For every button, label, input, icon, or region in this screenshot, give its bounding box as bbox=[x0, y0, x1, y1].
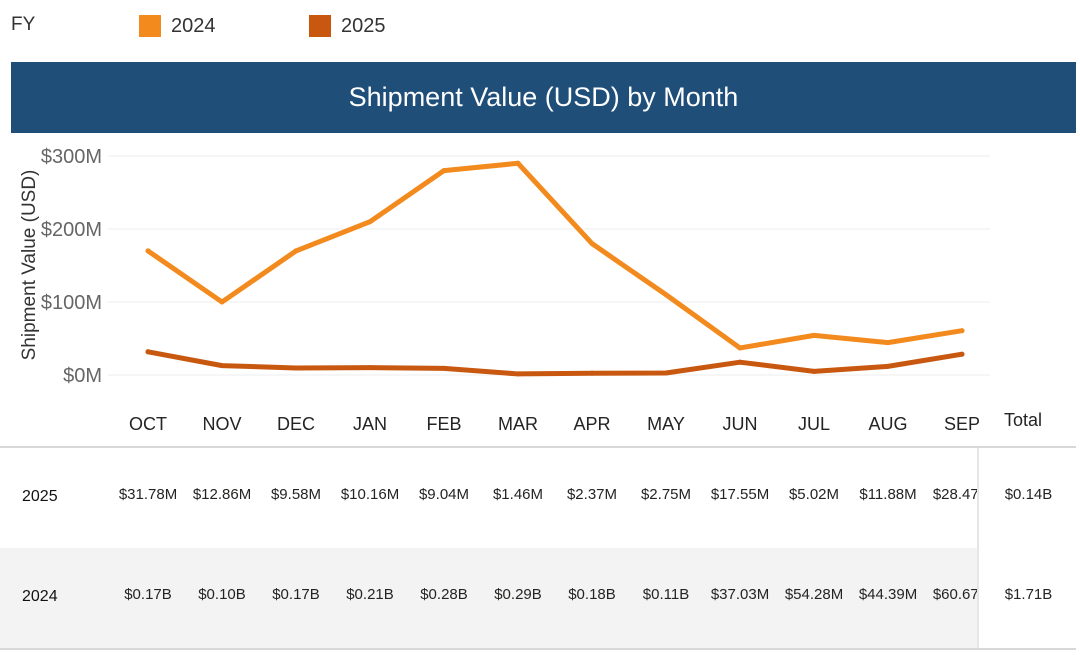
table-cell: $31.78M bbox=[118, 486, 178, 503]
data-point-2025-OCT[interactable] bbox=[145, 349, 151, 355]
total-cell-container: $0.14B bbox=[977, 448, 1078, 548]
data-point-2024-JAN[interactable] bbox=[367, 219, 373, 225]
total-header: Total bbox=[1004, 410, 1043, 430]
table-cell: $60.67M bbox=[932, 586, 992, 603]
table-row-2025: 2025 $31.78M $12.86M $9.58M $10.16M $9.04M $1… bbox=[0, 448, 1078, 548]
data-point-2024-FEB[interactable] bbox=[441, 168, 447, 174]
table-cell: $44.39M bbox=[858, 586, 918, 603]
data-table: OCT NOV DEC JAN FEB MAR APR MAY JUN JUL AUG SEP Tot… bbox=[0, 400, 1080, 655]
table-cell: $9.04M bbox=[418, 486, 470, 503]
month-header-may[interactable]: MAY bbox=[647, 414, 685, 434]
table-cell: $28.47M bbox=[932, 486, 992, 503]
table-cell: $0.29B bbox=[494, 586, 542, 603]
y-tick-label: $300M bbox=[41, 146, 102, 168]
data-point-2024-NOV[interactable] bbox=[219, 299, 225, 305]
row-label: 2025 bbox=[22, 488, 58, 505]
row-label: 2024 bbox=[22, 588, 58, 605]
data-point-2024-OCT[interactable] bbox=[145, 248, 151, 254]
data-point-2025-MAY[interactable] bbox=[663, 370, 669, 376]
table-cell: $2.75M bbox=[640, 486, 692, 503]
table-cell: $12.86M bbox=[192, 486, 252, 503]
data-point-2024-APR[interactable] bbox=[589, 241, 595, 247]
month-header-aug[interactable]: AUG bbox=[868, 414, 908, 434]
table-cell: $0.18B bbox=[568, 586, 616, 603]
month-header-jun[interactable]: JUN bbox=[722, 414, 758, 434]
chart-title: Shipment Value (USD) by Month bbox=[11, 62, 1076, 133]
data-point-2025-SEP[interactable] bbox=[959, 351, 965, 357]
table-cell: $0.11B bbox=[642, 586, 690, 603]
legend-label-2024: 2024 bbox=[171, 14, 216, 37]
y-tick-label: $0M bbox=[63, 365, 102, 385]
table-cell: $0.17B bbox=[124, 586, 172, 603]
data-point-2025-JUN[interactable] bbox=[737, 359, 743, 365]
table-cell: $1.46M bbox=[492, 486, 544, 503]
y-tick-label: $100M bbox=[41, 292, 102, 314]
data-point-2025-APR[interactable] bbox=[589, 370, 595, 376]
table-cell: $2.37M bbox=[566, 486, 618, 503]
table-cell: $54.28M bbox=[784, 586, 844, 603]
data-point-2025-JUL[interactable] bbox=[811, 368, 817, 374]
table-cell: $10.16M bbox=[340, 486, 400, 503]
table-cell: $0.21B bbox=[346, 586, 394, 603]
legend-item-2024[interactable]: 2024 bbox=[139, 13, 216, 39]
legend-swatch-2024 bbox=[139, 15, 161, 37]
series-line-2025[interactable] bbox=[145, 349, 965, 377]
table-row-2024: 2024 $0.17B $0.10B $0.17B $0.21B $0.28B $0.29… bbox=[0, 548, 1078, 650]
data-point-2024-JUL[interactable] bbox=[811, 332, 817, 338]
table-cell: $37.03M bbox=[710, 586, 770, 603]
data-point-2025-MAR[interactable] bbox=[515, 371, 521, 377]
table-cell: $0.28B bbox=[420, 586, 468, 603]
data-point-2024-AUG[interactable] bbox=[885, 340, 891, 346]
table-cell: $5.02M bbox=[788, 486, 840, 503]
series-line-2024[interactable] bbox=[145, 160, 965, 351]
month-header-oct[interactable]: OCT bbox=[129, 414, 167, 434]
data-point-2025-AUG[interactable] bbox=[885, 363, 891, 369]
data-point-2025-NOV[interactable] bbox=[219, 363, 225, 369]
data-point-2025-DEC[interactable] bbox=[293, 365, 299, 371]
data-point-2025-JAN[interactable] bbox=[367, 365, 373, 371]
y-axis-label: Shipment Value (USD) bbox=[19, 170, 40, 361]
table-cell: $11.88M bbox=[859, 486, 917, 503]
table-cell: $0.17B bbox=[272, 586, 320, 603]
y-tick-label: $200M bbox=[41, 219, 102, 241]
table-cell: $9.58M bbox=[270, 486, 322, 503]
legend: FY 2024 2025 bbox=[0, 0, 1080, 55]
data-point-2024-MAR[interactable] bbox=[515, 160, 521, 166]
data-point-2024-JUN[interactable] bbox=[737, 345, 743, 351]
data-point-2024-SEP[interactable] bbox=[959, 328, 965, 334]
data-point-2024-DEC[interactable] bbox=[293, 248, 299, 254]
month-header-jan[interactable]: JAN bbox=[352, 414, 387, 434]
legend-swatch-2025 bbox=[309, 15, 331, 37]
month-header-feb[interactable]: FEB bbox=[426, 414, 462, 434]
header-divider bbox=[0, 446, 1076, 448]
legend-item-2025[interactable]: 2025 bbox=[309, 13, 386, 39]
month-header-jul[interactable]: JUL bbox=[797, 414, 830, 434]
row-total: $1.71B bbox=[1004, 586, 1053, 603]
month-header-mar[interactable]: MAR bbox=[498, 414, 538, 434]
month-header-apr[interactable]: APR bbox=[573, 414, 611, 434]
month-header-sep[interactable]: SEP bbox=[943, 414, 981, 434]
table-cell: $0.10B bbox=[198, 586, 246, 603]
month-header-nov[interactable]: NOV bbox=[202, 414, 242, 434]
legend-label-2025: 2025 bbox=[341, 14, 386, 37]
month-header-dec[interactable]: DEC bbox=[276, 414, 315, 434]
total-cell-container: $1.71B bbox=[977, 548, 1078, 648]
data-point-2025-FEB[interactable] bbox=[441, 365, 447, 371]
legend-title: FY bbox=[11, 14, 36, 35]
table-cell: $17.55M bbox=[710, 486, 770, 503]
data-point-2024-MAY[interactable] bbox=[663, 292, 669, 298]
row-total: $0.14B bbox=[1004, 486, 1053, 503]
